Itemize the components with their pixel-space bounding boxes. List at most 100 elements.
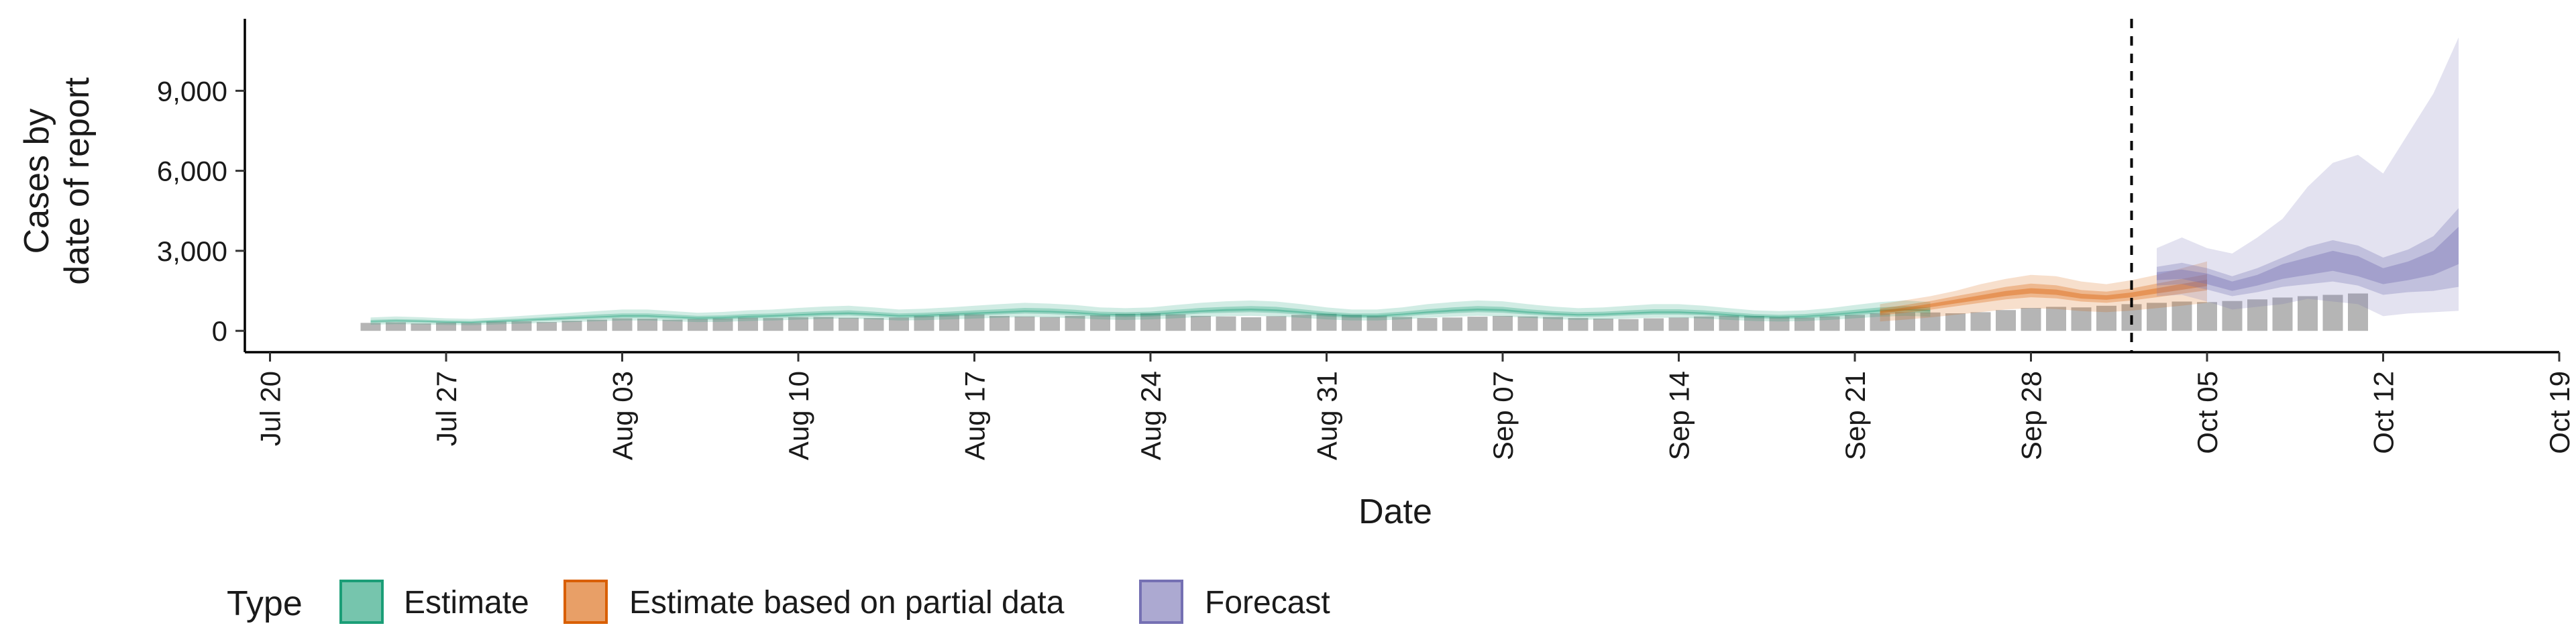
reported-case-bar — [1568, 318, 1589, 331]
reported-case-bar — [1845, 315, 1865, 331]
reported-case-bar — [1744, 315, 1764, 331]
reported-case-bar — [2322, 294, 2343, 331]
reported-case-bar — [1442, 317, 1462, 331]
x-tick-label: Aug 10 — [783, 371, 814, 460]
x-tick-label: Jul 27 — [431, 371, 462, 446]
estimate-based-on-partial-data-band-50 — [1880, 274, 2207, 316]
reported-case-bar — [889, 317, 909, 331]
legend-label-forecast: Forecast — [1205, 585, 1330, 621]
reported-case-bar — [1266, 316, 1287, 331]
reported-case-bar — [1241, 317, 1261, 331]
reported-case-bar — [1945, 313, 1966, 331]
legend-swatch-estimate — [339, 580, 384, 624]
x-tick-label: Sep 14 — [1664, 371, 1695, 460]
legend-label-estimate: Estimate — [404, 585, 529, 621]
reported-case-bar — [2272, 297, 2293, 331]
reported-cases-bars — [360, 293, 2368, 331]
reported-case-bar — [2298, 296, 2318, 331]
reported-case-bar — [386, 322, 406, 331]
reported-case-bar — [411, 323, 431, 331]
reported-case-bar — [2171, 301, 2192, 331]
reported-case-bar — [813, 317, 834, 331]
reported-case-bar — [964, 314, 985, 331]
forecast-band-90 — [2157, 37, 2459, 317]
reported-case-bar — [1870, 313, 1890, 331]
reported-case-bar — [738, 317, 758, 331]
reported-case-bar — [511, 321, 532, 331]
reported-case-bar — [1115, 313, 1136, 331]
reported-case-bar — [1493, 315, 1513, 331]
reported-case-bar — [1819, 316, 1840, 331]
x-tick-label: Aug 31 — [1311, 371, 1343, 460]
legend-title: Type — [227, 584, 303, 623]
estimate-based-on-partial-data-band-90 — [1880, 261, 2207, 322]
reported-case-bar — [587, 319, 607, 331]
reported-case-bar — [2247, 299, 2267, 331]
x-tick-label: Oct 19 — [2544, 371, 2575, 454]
reported-case-bar — [486, 321, 506, 331]
reported-case-bar — [1694, 316, 1714, 331]
reported-case-bar — [1165, 314, 1186, 331]
reported-case-bar — [939, 315, 959, 331]
reported-case-bar — [2348, 293, 2368, 331]
legend-label-partial: Estimate based on partial data — [629, 585, 1065, 621]
reported-case-bar — [914, 315, 934, 331]
reported-case-bar — [2147, 303, 2167, 331]
x-tick-label: Jul 20 — [255, 371, 286, 446]
reported-case-bar — [2021, 308, 2041, 331]
legend-swatch-partial — [564, 580, 608, 624]
estimate-band-50 — [370, 306, 1931, 324]
reported-case-bar — [1618, 319, 1639, 331]
reported-case-bar — [1920, 312, 1941, 331]
reported-case-bar — [461, 323, 482, 331]
reported-case-bar — [1040, 317, 1060, 331]
reported-case-bar — [1090, 315, 1110, 331]
reported-case-bar — [2222, 301, 2243, 331]
legend: Type Estimate Estimate based on partial … — [227, 580, 1330, 624]
reported-case-bar — [561, 321, 582, 331]
reported-case-bar — [662, 319, 683, 331]
y-axis-title-line-2: date of report — [58, 77, 97, 285]
forecast-band-20 — [2157, 227, 2459, 291]
reported-case-bar — [436, 322, 456, 331]
reported-case-bar — [1316, 313, 1337, 331]
reported-case-bar — [1140, 313, 1161, 331]
reported-case-bar — [1191, 315, 1211, 331]
reported-case-bar — [2046, 307, 2066, 331]
reported-case-bar — [1970, 312, 1991, 331]
reported-case-bar — [1543, 317, 1563, 331]
forecast-band-50 — [2157, 208, 2459, 297]
reported-case-bar — [1593, 318, 1613, 331]
reported-case-bar — [1014, 316, 1035, 331]
x-axis-ticks: Jul 20 Jul 27 Aug 03 Aug 10 Aug 17 Aug 24 Aug … — [255, 352, 2575, 460]
reported-case-bar — [1644, 318, 1664, 331]
reported-case-bar — [1392, 317, 1412, 331]
estimate-band-90 — [370, 300, 1931, 325]
y-tick-label: 3,000 — [157, 235, 227, 267]
reported-case-bar — [1895, 312, 1915, 331]
reported-case-bar — [2096, 305, 2116, 331]
reported-case-bar — [1668, 317, 1689, 331]
reported-case-bar — [1467, 317, 1488, 331]
x-axis-title: Date — [1358, 492, 1432, 531]
x-tick-label: Oct 05 — [2192, 371, 2223, 454]
reported-case-bar — [839, 317, 859, 331]
reported-case-bar — [612, 318, 633, 331]
reported-case-bar — [360, 323, 381, 331]
reported-case-bar — [863, 318, 884, 331]
reported-case-bar — [1769, 317, 1790, 331]
reported-case-bar — [1517, 316, 1538, 331]
reported-case-bar — [1216, 316, 1236, 331]
reported-case-bar — [2071, 307, 2092, 331]
x-tick-label: Sep 07 — [1487, 371, 1519, 460]
reported-case-bar — [1996, 310, 2016, 331]
reported-case-bar — [712, 318, 733, 331]
reported-case-bar — [2197, 302, 2217, 331]
x-tick-label: Aug 17 — [959, 371, 991, 460]
y-axis-title-line-1: Cases by — [17, 109, 56, 254]
x-tick-label: Aug 24 — [1135, 371, 1167, 460]
reported-case-bar — [1719, 315, 1739, 331]
y-tick-label: 0 — [212, 315, 227, 347]
reported-case-bar — [763, 318, 784, 331]
credible-interval-bands — [370, 37, 2459, 325]
